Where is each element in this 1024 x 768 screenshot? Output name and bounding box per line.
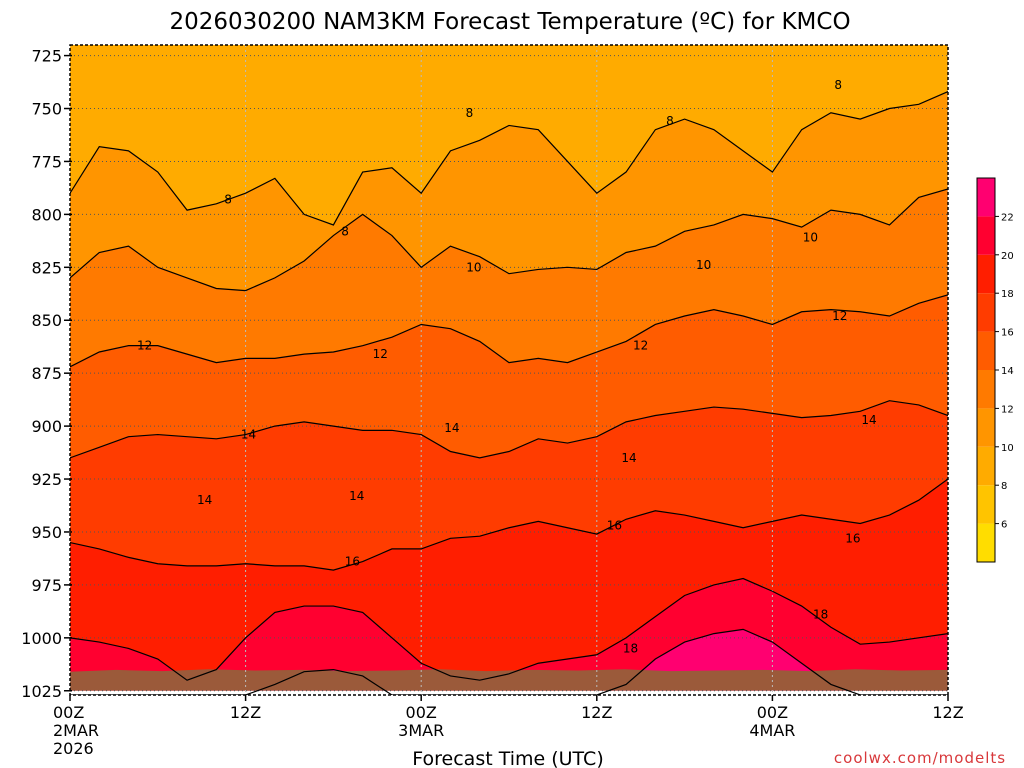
x-tick-date-2: 3MAR (398, 721, 444, 740)
contour-label-14: 14 (349, 489, 364, 503)
colorbar-swatch-3 (977, 408, 995, 447)
plot-frame (69, 44, 949, 696)
y-tick-label-725: 725 (31, 47, 62, 66)
x-tick-label-3: 12Z (581, 703, 612, 722)
colorbar-swatch-7 (977, 254, 995, 294)
x-tick-label-4: 00Z (757, 703, 788, 722)
plot-area: 8 8 8 8 8 10 10 10 12 12 12 12 14 14 14 14 14 14 16 16 16 18 1… (70, 45, 948, 695)
x-tick-label-5: 12Z (932, 703, 963, 722)
contour-label-16: 14 (621, 451, 636, 465)
y-tick-label-850: 850 (31, 311, 62, 330)
contour-label-5: 10 (466, 260, 481, 274)
colorbar-swatch-0 (977, 523, 995, 562)
chart-title: 2026030200 NAM3KM Forecast Temperature (… (169, 9, 850, 35)
x-tick-label-2: 00Z (406, 703, 437, 722)
contour-label-13: 14 (197, 493, 212, 507)
colorbar-swatch-6 (977, 293, 995, 332)
contour-label-17: 14 (861, 413, 876, 427)
credit-text: coolwx.com/modelts (834, 749, 1006, 767)
y-tick-label-1000: 1000 (21, 629, 62, 648)
y-tick-label-1025: 1025 (21, 682, 62, 701)
isotherm-14 (70, 400, 948, 459)
contour-label-8: 12 (137, 339, 152, 353)
y-tick-label-925: 925 (31, 470, 62, 489)
colorbar-label-8: 8 (1001, 481, 1007, 492)
contour-label-3: 8 (666, 114, 674, 128)
colorbar-label-20: 20 (1001, 251, 1014, 262)
contour-label-11: 12 (832, 309, 847, 323)
x-tick-year-0: 2026 (53, 739, 94, 758)
colorbar-swatch-9 (977, 178, 995, 217)
x-tick-date-4: 4MAR (749, 721, 795, 740)
isotherm-18 (70, 577, 948, 681)
isotherm-10 (70, 188, 948, 292)
colorbar-swatch-1 (977, 485, 995, 524)
x-axis-title: Forecast Time (UTC) (412, 748, 603, 768)
contour-label-21: 18 (813, 608, 828, 622)
colorbar-label-14: 14 (1001, 366, 1014, 377)
colorbar-label-10: 10 (1001, 443, 1014, 454)
contour-label-15: 14 (444, 421, 459, 435)
contour-label-7: 10 (803, 231, 818, 245)
colorbar-swatch-5 (977, 331, 995, 370)
colorbar-swatch-4 (977, 370, 995, 409)
colorbar-label-6: 6 (1001, 520, 1007, 531)
contour-label-22: 18 (623, 641, 638, 655)
contour-label-9: 12 (373, 347, 388, 361)
colorbar-label-16: 16 (1001, 328, 1014, 339)
isotherm-20 (70, 628, 948, 695)
contour-label-18: 16 (345, 555, 360, 569)
y-tick-label-800: 800 (31, 205, 62, 224)
contour-label-1: 8 (341, 224, 349, 238)
contour-label-19: 16 (607, 519, 622, 533)
y-tick-label-750: 750 (31, 100, 62, 119)
y-tick-label-875: 875 (31, 364, 62, 383)
x-tick-label-1: 12Z (230, 703, 261, 722)
colorbar-label-12: 12 (1001, 404, 1014, 415)
contour-label-20: 16 (845, 531, 860, 545)
terrain-surface (70, 669, 948, 691)
colorbar-label-18: 18 (1001, 289, 1014, 300)
y-tick-label-775: 775 (31, 152, 62, 171)
below-ground (70, 690, 948, 695)
isotherm-12 (70, 294, 948, 368)
isotherm-8 (70, 91, 948, 226)
y-tick-label-950: 950 (31, 523, 62, 542)
y-tick-label-975: 975 (31, 576, 62, 595)
contour-label-6: 10 (696, 258, 711, 272)
contour-label-0: 8 (224, 193, 232, 207)
y-tick-label-825: 825 (31, 258, 62, 277)
y-tick-label-900: 900 (31, 417, 62, 436)
contour-label-2: 8 (466, 106, 474, 120)
isotherm-16 (70, 478, 948, 571)
contour-label-4: 8 (834, 78, 842, 92)
colorbar-swatch-8 (977, 216, 995, 255)
x-tick-date-0: 2MAR (53, 721, 99, 740)
contour-label-12: 14 (241, 428, 256, 442)
colorbar-label-22: 22 (1001, 212, 1014, 223)
colorbar-swatch-2 (977, 446, 995, 486)
contour-label-10: 12 (633, 339, 648, 353)
x-tick-label-0: 00Z (53, 703, 84, 722)
